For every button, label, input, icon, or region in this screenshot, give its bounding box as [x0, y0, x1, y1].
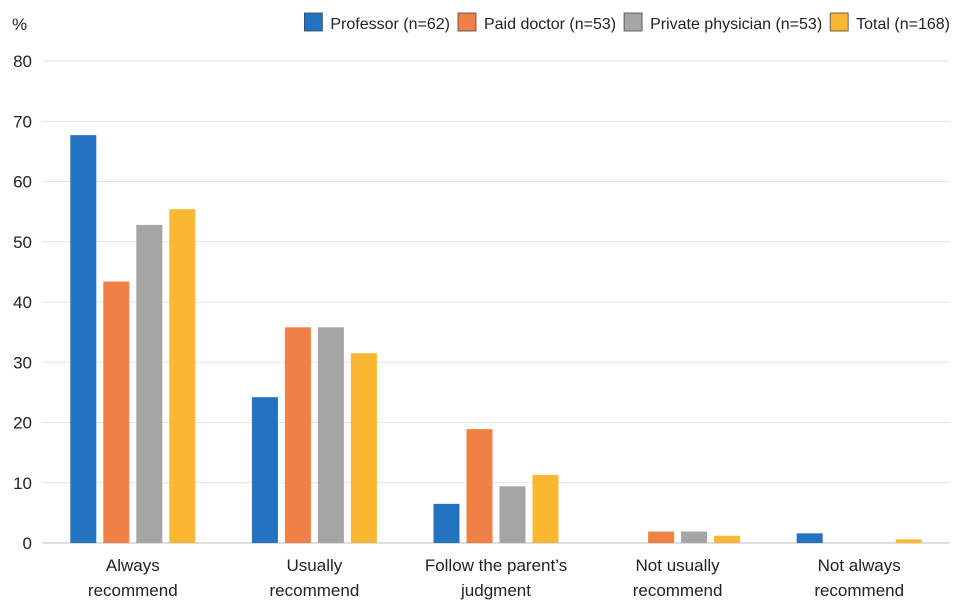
- bar: [317, 327, 344, 543]
- x-tick-label: Always: [106, 556, 160, 575]
- y-tick-label: 70: [13, 112, 32, 131]
- bar: [681, 531, 708, 543]
- legend-label: Total (n=168): [856, 16, 950, 33]
- legend-label: Paid doctor (n=53): [484, 16, 616, 33]
- bar: [284, 327, 311, 543]
- y-tick-label: 30: [13, 353, 32, 372]
- y-axis-label: %: [12, 15, 27, 34]
- y-tick-label: 80: [13, 52, 32, 71]
- x-tick-label: judgment: [460, 581, 531, 600]
- bar: [532, 474, 559, 543]
- y-tick-label: 0: [23, 534, 32, 553]
- y-tick-label: 40: [13, 293, 32, 312]
- legend-swatch: [457, 12, 477, 32]
- legend-label: Professor (n=62): [330, 16, 450, 33]
- bars: [70, 135, 922, 544]
- bar: [895, 539, 922, 543]
- x-tick-label: Not always: [818, 556, 901, 575]
- bar: [169, 209, 196, 543]
- bar: [433, 503, 460, 543]
- bar: [796, 533, 823, 543]
- bar: [136, 224, 163, 543]
- y-axis-ticks: 0 10 20 30 40 50 60 70 80: [13, 52, 32, 553]
- legend-swatch: [623, 12, 643, 32]
- bar: [648, 531, 675, 543]
- bar: [350, 353, 377, 543]
- x-tick-label: Not usually: [636, 556, 721, 575]
- bar: [103, 281, 130, 543]
- x-tick-label: recommend: [270, 581, 360, 600]
- bar: [466, 429, 493, 543]
- legend: Professor (n=62) Paid doctor (n=53) Privat…: [303, 12, 950, 33]
- x-tick-label: Usually: [287, 556, 343, 575]
- bar: [499, 486, 526, 543]
- legend-label: Private physician (n=53): [650, 16, 822, 33]
- y-tick-label: 20: [13, 414, 32, 433]
- x-axis-labels: Always recommend Usually recommend Follow th…: [88, 556, 904, 600]
- x-tick-label: recommend: [633, 581, 723, 600]
- bar: [251, 397, 278, 543]
- legend-swatch: [303, 12, 323, 32]
- x-tick-label: Follow the parent’s: [425, 556, 567, 575]
- y-tick-label: 60: [13, 173, 32, 192]
- x-tick-label: recommend: [88, 581, 178, 600]
- y-tick-label: 50: [13, 233, 32, 252]
- y-tick-label: 10: [13, 474, 32, 493]
- legend-swatch: [829, 12, 849, 32]
- bar: [714, 535, 741, 543]
- bar: [70, 135, 97, 544]
- x-tick-label: recommend: [814, 581, 904, 600]
